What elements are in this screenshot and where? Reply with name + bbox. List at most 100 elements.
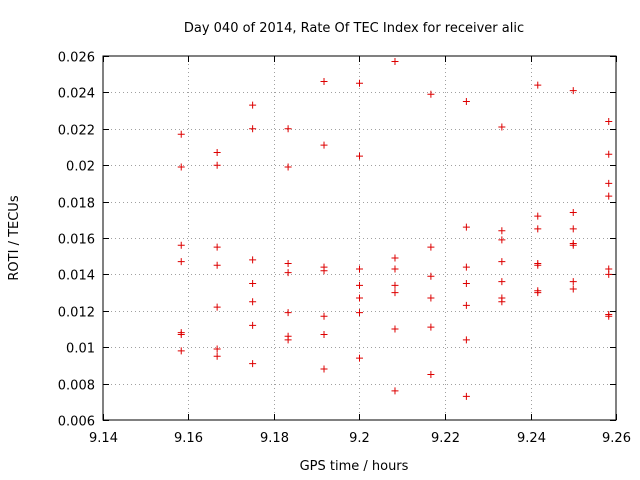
data-point [177, 130, 185, 138]
data-point [249, 101, 257, 109]
chart-title: Day 040 of 2014, Rate Of TEC Index for r… [184, 21, 524, 36]
data-point [213, 261, 221, 269]
data-point [534, 225, 542, 233]
data-point [569, 241, 577, 249]
data-point [249, 125, 257, 133]
y-axis-ticks: 0.006 0.008 0.01 0.012 0.014 0.016 0.018 0.02 0.… [58, 51, 616, 430]
data-point [356, 354, 363, 362]
data-point [569, 285, 577, 293]
data-point [213, 345, 221, 353]
y-tick-label: 0.024 [58, 87, 95, 102]
data-point [284, 336, 292, 344]
data-point [498, 236, 506, 244]
x-tick-label: 9.16 [174, 431, 203, 446]
data-point [605, 270, 613, 278]
x-tick-label: 9.14 [89, 431, 118, 446]
data-point [391, 325, 399, 333]
data-point [462, 98, 470, 105]
data-point [284, 125, 292, 133]
data-point [391, 281, 399, 289]
y-tick-label: 0.016 [58, 233, 95, 248]
x-tick-label: 9.2 [349, 431, 370, 446]
data-point [284, 163, 292, 171]
x-tick-label: 9.18 [260, 431, 289, 446]
data-point [534, 212, 542, 220]
data-point [569, 278, 577, 286]
data-point [177, 163, 185, 171]
data-point [605, 118, 613, 126]
y-tick-label: 0.012 [58, 306, 95, 321]
data-point [177, 347, 185, 355]
data-point [320, 365, 328, 373]
data-point [356, 79, 363, 87]
y-tick-label: 0.02 [66, 160, 95, 175]
data-point [320, 141, 328, 149]
data-point [284, 259, 292, 267]
data-point [498, 298, 506, 306]
data-point [462, 336, 470, 344]
x-axis-label: GPS time / hours [300, 459, 409, 474]
data-point [213, 148, 221, 156]
data-point [391, 289, 399, 297]
data-point [462, 392, 470, 400]
data-points [177, 57, 613, 400]
y-tick-label: 0.014 [58, 269, 95, 284]
data-point [391, 57, 399, 65]
data-point [534, 261, 542, 269]
x-tick-label: 9.26 [602, 431, 631, 446]
y-tick-label: 0.022 [58, 124, 95, 139]
data-point [356, 152, 363, 160]
data-point [605, 312, 613, 320]
data-point [391, 387, 399, 395]
x-tick-label: 9.22 [431, 431, 460, 446]
grid-lines [103, 56, 616, 420]
data-point [498, 227, 506, 235]
data-point [427, 323, 435, 331]
data-point [427, 371, 435, 378]
data-point [427, 294, 435, 302]
y-tick-label: 0.006 [58, 415, 95, 430]
x-tick-label: 9.24 [517, 431, 546, 446]
data-point [213, 352, 221, 360]
data-point [213, 161, 221, 169]
y-tick-label: 0.018 [58, 197, 95, 212]
data-point [569, 225, 577, 233]
data-point [498, 258, 506, 266]
data-point [249, 256, 257, 264]
data-point [249, 298, 257, 306]
data-point [213, 243, 221, 251]
data-point [534, 81, 542, 89]
data-point [462, 223, 470, 231]
data-point [605, 150, 613, 158]
data-point [284, 269, 292, 277]
data-point [498, 278, 506, 286]
data-point [249, 321, 257, 329]
data-point [356, 281, 363, 289]
data-point [177, 258, 185, 266]
y-tick-label: 0.01 [66, 342, 95, 357]
data-point [249, 280, 257, 287]
data-point [427, 243, 435, 251]
data-point [213, 303, 221, 311]
y-tick-label: 0.008 [58, 379, 95, 394]
data-point [356, 265, 363, 273]
data-point [249, 360, 257, 368]
data-point [391, 265, 399, 273]
data-point [605, 192, 613, 200]
data-point [427, 90, 435, 98]
data-point [284, 309, 292, 317]
data-point [356, 294, 363, 302]
data-point [605, 179, 613, 187]
data-point [534, 289, 542, 297]
data-point [569, 87, 577, 95]
data-point [462, 280, 470, 287]
data-point [320, 77, 328, 85]
x-axis-ticks: 9.14 9.16 9.18 9.2 9.22 9.24 9.26 [89, 56, 631, 446]
data-point [320, 312, 328, 320]
data-point [427, 272, 435, 280]
data-point [320, 267, 328, 275]
data-point [462, 263, 470, 271]
data-point [356, 309, 363, 317]
data-point [391, 254, 399, 262]
